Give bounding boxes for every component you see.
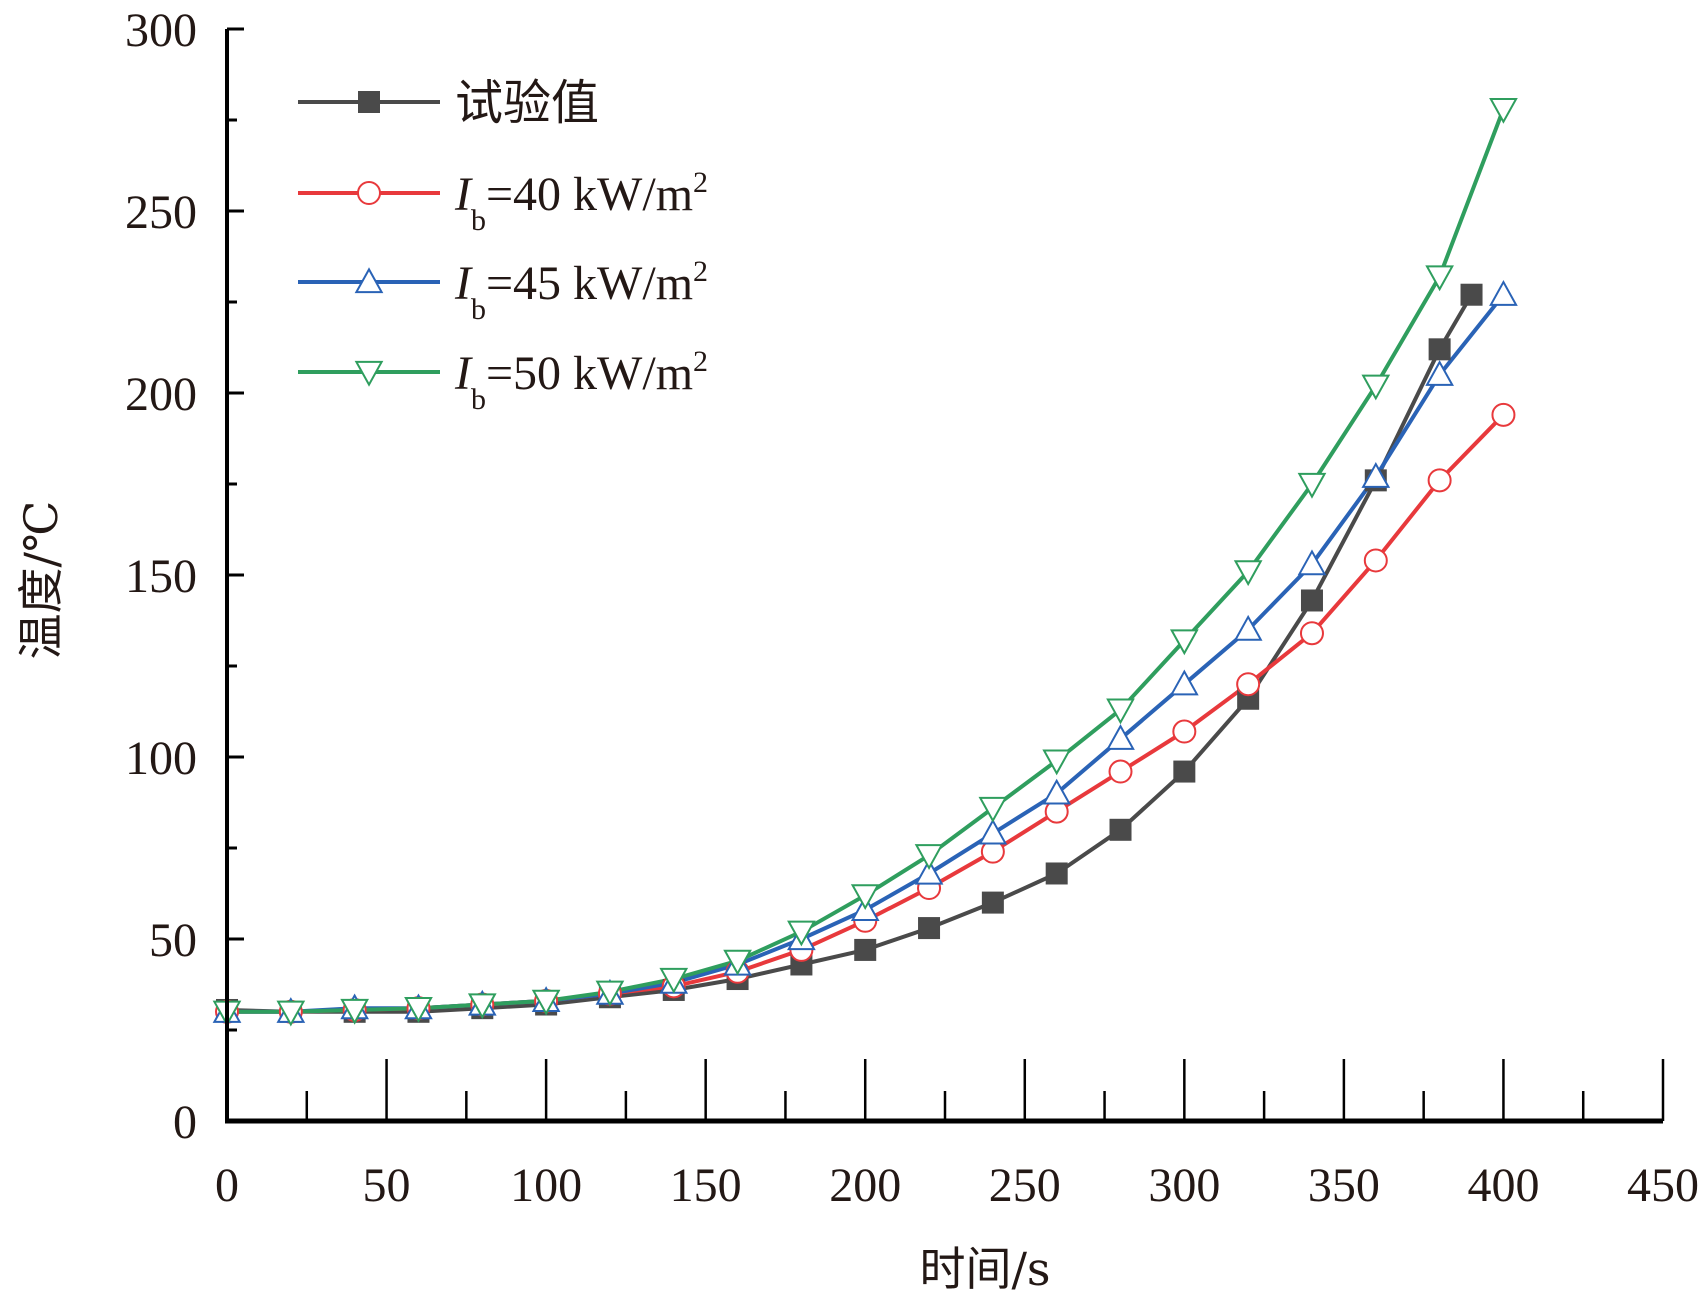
data-point-triangle-down xyxy=(467,993,497,1020)
y-tick-label: 250 xyxy=(125,186,197,239)
data-point-square xyxy=(918,917,941,940)
legend-label-symbol: I xyxy=(454,257,473,310)
legend-label: 试验值 xyxy=(455,75,599,131)
data-point-square xyxy=(1460,283,1483,306)
data-point-triangle-up xyxy=(1489,280,1518,306)
data-point-triangle-up xyxy=(1361,462,1391,488)
x-axis-title: 时间/s xyxy=(919,1242,1050,1296)
x-tick-label: 400 xyxy=(1467,1159,1539,1212)
data-point-triangle-up xyxy=(1169,669,1199,696)
data-point-triangle-down xyxy=(723,949,752,976)
data-point-square xyxy=(981,891,1004,914)
legend-label: Ib=50 kW/m2 xyxy=(454,345,708,416)
y-axis-title: 温度/℃ xyxy=(14,501,68,660)
y-tick-label: 300 xyxy=(125,4,197,57)
y-tick-label: 200 xyxy=(125,368,197,421)
series-markers-1 xyxy=(215,402,1516,1024)
y-tick-label: 0 xyxy=(173,1096,197,1149)
data-point-triangle-down xyxy=(276,1000,306,1027)
data-point-triangle-up xyxy=(1297,549,1327,576)
data-point-triangle-up xyxy=(354,267,384,294)
data-point-square xyxy=(1109,818,1132,841)
series-markers-0 xyxy=(216,283,1483,1023)
x-tick-label: 300 xyxy=(1148,1159,1220,1212)
legend-label-subscript: b xyxy=(471,383,486,416)
x-tick-label: 250 xyxy=(989,1159,1061,1212)
x-tick-label: 200 xyxy=(829,1159,901,1212)
data-point-circle xyxy=(1236,672,1261,697)
data-point-square xyxy=(1300,589,1323,612)
legend-item: 试验值 xyxy=(298,75,599,131)
legend-item: Ib=45 kW/m2 xyxy=(298,255,708,326)
data-point-triangle-down xyxy=(1297,472,1327,499)
x-tick-label: 150 xyxy=(670,1159,742,1212)
legend-label-subscript: b xyxy=(471,204,486,237)
y-tick-label: 150 xyxy=(125,550,197,603)
data-point-triangle-up xyxy=(914,858,944,885)
data-point-square xyxy=(1045,862,1068,885)
data-point-triangle-down xyxy=(914,844,944,870)
legend-label-superscript: 2 xyxy=(693,345,708,378)
legend-label-superscript: 2 xyxy=(693,255,708,288)
data-point-triangle-down xyxy=(1042,749,1072,776)
x-tick-label: 450 xyxy=(1627,1159,1699,1212)
data-point-triangle-up xyxy=(1106,724,1135,750)
data-point-circle xyxy=(1363,548,1388,573)
legend-item: Ib=40 kW/m2 xyxy=(298,166,708,237)
data-point-triangle-down xyxy=(1233,560,1263,587)
legend-item: Ib=50 kW/m2 xyxy=(298,345,708,416)
legend-label-symbol: I xyxy=(454,347,473,400)
data-point-triangle-down xyxy=(787,920,816,947)
data-point-triangle-down xyxy=(404,997,433,1023)
x-tick-label: 0 xyxy=(215,1159,239,1212)
data-point-triangle-down xyxy=(659,967,689,994)
legend-label-superscript: 2 xyxy=(693,166,708,199)
axes-layer: 0 50 100 150 200 250 300 350 400 450 0 50 100 150 200 2… xyxy=(125,4,1699,1212)
data-point-square xyxy=(854,938,877,961)
data-point-circle xyxy=(1108,759,1133,784)
data-point-triangle-down xyxy=(1425,265,1454,292)
series-markers-2 xyxy=(212,280,1518,1023)
ticks-layer: 0 50 100 150 200 250 300 350 400 450 0 50 100 150 200 2… xyxy=(125,4,1699,1212)
data-point-square xyxy=(358,91,380,113)
data-point-square xyxy=(1428,338,1451,361)
data-point-triangle-down xyxy=(340,998,369,1025)
x-tick-label: 50 xyxy=(363,1159,411,1212)
data-point-triangle-down xyxy=(531,989,561,1016)
legend-label: Ib=40 kW/m2 xyxy=(454,166,708,237)
data-point-triangle-down xyxy=(595,980,625,1007)
data-point-triangle-up xyxy=(1042,778,1072,805)
data-point-triangle-up xyxy=(1425,360,1454,386)
x-tick-label: 350 xyxy=(1308,1159,1380,1212)
legend-label: Ib=45 kW/m2 xyxy=(454,255,708,326)
data-point-circle xyxy=(1427,468,1452,493)
y-tick-label: 100 xyxy=(125,732,197,785)
data-point-triangle-down xyxy=(1169,629,1199,656)
data-point-triangle-down xyxy=(978,796,1008,823)
legend-label-text: =45 kW/m xyxy=(486,257,693,310)
series-markers-3 xyxy=(212,97,1518,1027)
data-point-circle xyxy=(1172,719,1197,744)
legend-label-text: =40 kW/m xyxy=(486,168,693,221)
data-point-triangle-down xyxy=(1489,97,1518,124)
legend-label-symbol: I xyxy=(454,168,473,221)
x-tick-label: 100 xyxy=(510,1159,582,1212)
y-tick-label: 50 xyxy=(149,914,197,967)
data-point-triangle-up xyxy=(1233,614,1263,641)
legend-label-subscript: b xyxy=(471,293,486,326)
data-point-triangle-down xyxy=(850,884,880,911)
legend-label-text: =50 kW/m xyxy=(486,347,693,400)
data-point-triangle-down xyxy=(354,360,384,387)
data-point-circle xyxy=(1491,402,1516,427)
data-point-circle xyxy=(1299,621,1324,646)
data-point-square xyxy=(1173,760,1196,783)
data-point-triangle-up xyxy=(978,818,1008,845)
data-point-triangle-down xyxy=(1106,698,1135,725)
data-point-circle xyxy=(357,181,381,205)
series-layer xyxy=(212,97,1518,1027)
data-point-triangle-down xyxy=(1361,374,1391,401)
